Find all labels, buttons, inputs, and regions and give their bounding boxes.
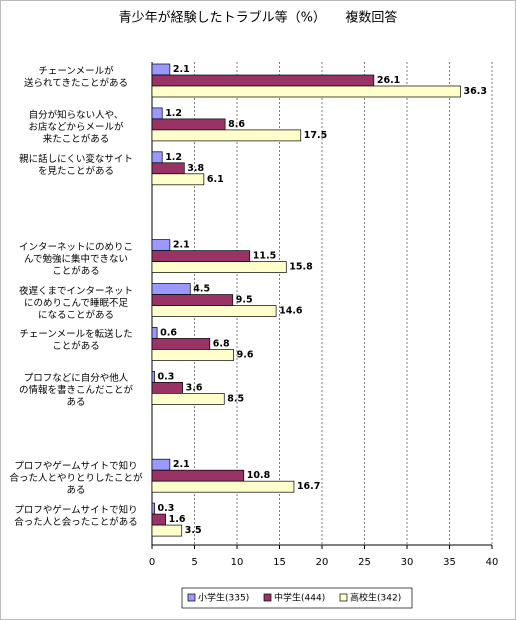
bar [151,85,461,98]
data-label: 6.8 [213,338,230,349]
bar [151,382,183,394]
x-tick-label: 15 [273,557,286,568]
data-label: 9.6 [237,349,254,360]
data-label: 14.6 [279,306,303,317]
x-tick-label: 10 [231,557,244,568]
data-label: 10.8 [247,470,271,481]
bar [151,469,245,482]
legend-swatch [263,593,272,602]
bar [151,239,171,251]
bar [151,129,302,142]
x-tick-label: 20 [316,557,329,568]
bar [151,305,277,317]
bar [151,338,211,350]
bar [151,118,226,131]
bar [151,162,185,175]
data-label: 1.2 [165,108,182,119]
legend-label: 中学生(444) [274,592,325,604]
chart-title: 青少年が経験したトラブル等（%） 複数回答 [119,10,398,26]
data-label: 26.1 [377,75,400,86]
legend-box [181,587,413,609]
data-label: 2.1 [173,64,190,75]
bar [151,107,163,120]
bar [151,250,251,262]
y-tick-label: インターネットにのめりこ んで勉強に集中できない ことがある [18,241,133,277]
bar [151,327,158,339]
bar [151,283,191,295]
bar [151,458,171,471]
bar [151,261,287,273]
legend-label: 小学生(335) [198,592,249,604]
data-label: 9.5 [236,295,253,306]
bar [151,63,171,76]
y-tick-label: プロフやゲームサイトで知り 合った人とやりとりしたことが ある [9,461,143,497]
bar [151,513,166,526]
legend-swatch [187,593,196,602]
x-tick-label: 0 [149,557,155,568]
legend-label: 高校生(342) [350,592,401,604]
data-label: 0.3 [158,371,175,382]
x-tick-label: 35 [443,557,456,568]
data-label: 16.7 [297,481,320,492]
data-label: 17.5 [304,130,327,141]
data-label: 2.1 [173,240,190,251]
data-label: 15.8 [289,262,313,273]
data-label: 3.8 [187,163,204,174]
y-tick-label: プロフやゲームサイトで知り 合った人と会ったことがある [14,505,138,529]
data-label: 1.6 [169,514,186,525]
x-tick-label: 30 [401,557,414,568]
bar [151,151,163,164]
legend-swatch [339,593,348,602]
y-tick-label: チェーンメールを転送した ことがある [19,329,133,353]
data-label: 8.6 [228,119,245,130]
bar [151,349,234,361]
y-tick-label: 夜遅くまでインターネット にのめりこんで睡眠不足 になることがある [18,285,133,321]
data-label: 0.3 [158,503,175,514]
y-tick-label: チェーンメールが 送られてきたことがある [24,66,128,89]
bar [151,502,155,515]
data-label: 8.5 [227,393,244,404]
data-label: 1.2 [165,152,182,163]
y-tick-label: 親に話しにくい変なサイト を見たことがある [19,153,133,177]
bar [151,74,375,87]
data-label: 6.1 [207,174,224,185]
data-label: 4.5 [193,284,210,295]
y-tick-label: 自分が知らない人や、 お店などからメールが 来たことがある [28,109,124,145]
data-label: 2.1 [173,459,190,470]
bar [151,371,155,383]
x-tick-label: 40 [486,557,499,568]
data-label: 0.6 [160,327,177,338]
bar [151,173,205,186]
bar [151,524,183,537]
x-tick-label: 25 [358,557,371,568]
y-tick-label: プロフなどに自分や他人 の情報を書きこんだことが ある [18,373,133,409]
data-label: 36.3 [464,86,487,97]
bar [151,294,234,306]
data-label: 3.6 [186,382,203,393]
bar [151,480,295,493]
x-tick-label: 5 [191,557,197,568]
data-label: 11.5 [253,251,276,262]
data-label: 3.5 [185,525,202,536]
bar [151,393,225,405]
